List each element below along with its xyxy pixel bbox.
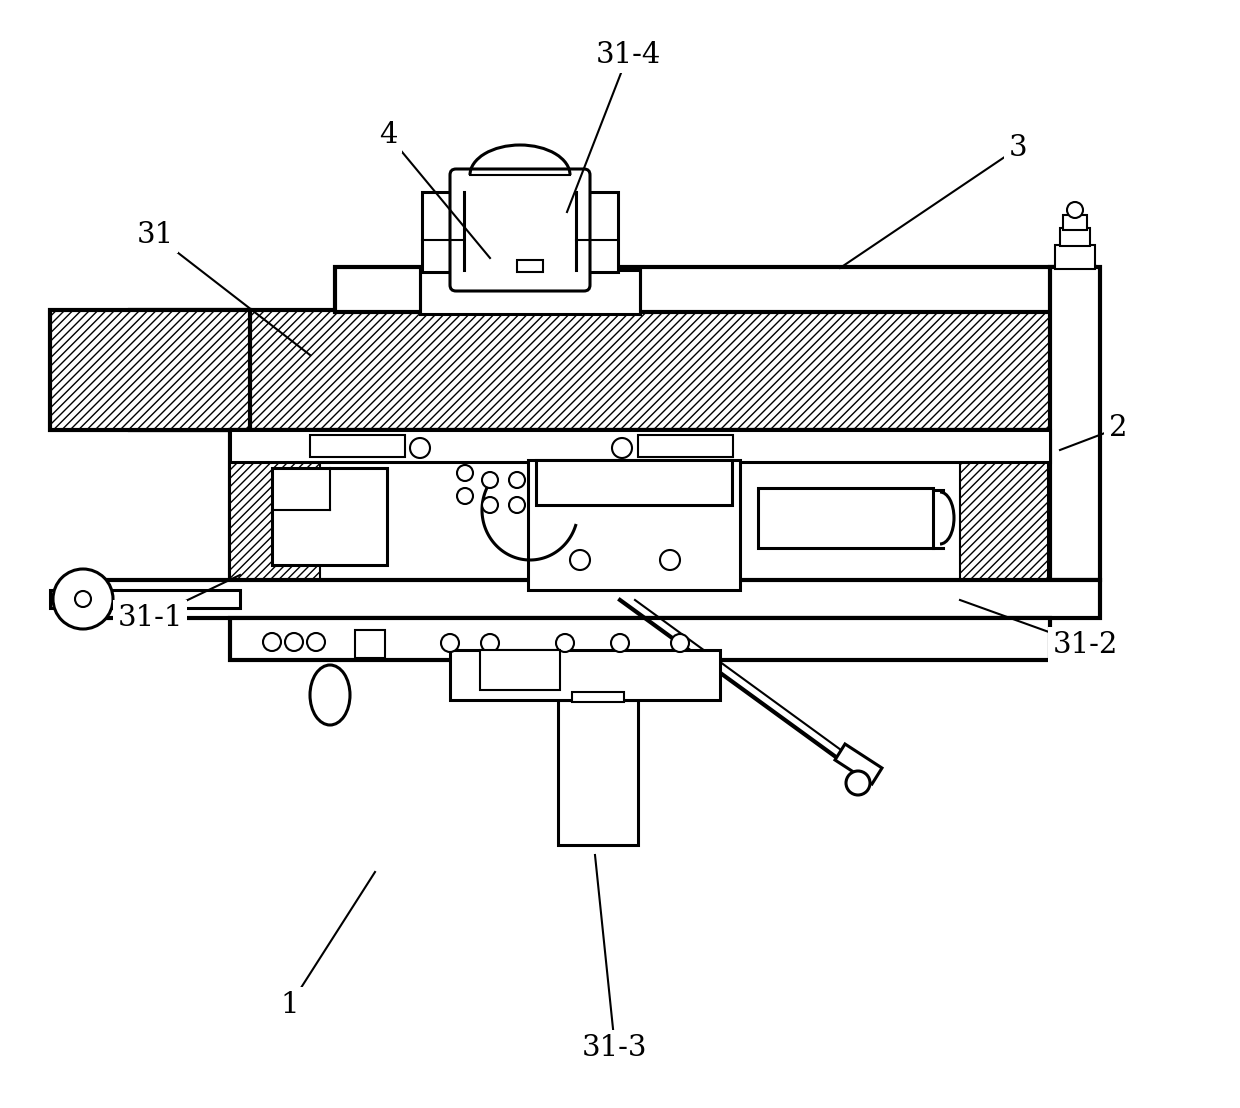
Circle shape [508,497,525,513]
Bar [480,650,560,690]
Bar [81,579,1100,618]
Circle shape [482,472,498,488]
Text: 1: 1 [280,991,299,1019]
Polygon shape [835,743,882,784]
Circle shape [846,771,870,796]
Bar [229,618,1050,660]
Bar [229,432,320,598]
Bar [639,435,733,456]
Bar [536,460,732,505]
Bar [355,630,384,658]
FancyBboxPatch shape [450,170,590,291]
Text: 31-1: 31-1 [118,604,182,632]
Bar [960,432,1048,598]
Text: 31-4: 31-4 [595,41,661,69]
Bar [1055,245,1095,269]
Circle shape [482,497,498,513]
Bar [1060,228,1090,246]
Ellipse shape [310,665,350,725]
Circle shape [74,591,91,607]
Circle shape [1066,202,1083,218]
Text: 3: 3 [1008,134,1027,162]
Bar [558,700,639,845]
Circle shape [481,634,498,652]
Circle shape [53,570,113,629]
Bar [335,267,1095,312]
Text: 31: 31 [136,220,174,249]
Bar [1050,267,1100,579]
Text: 31-3: 31-3 [583,1034,647,1061]
Bar [577,192,618,271]
Bar [422,192,464,271]
Circle shape [613,438,632,458]
Circle shape [570,550,590,570]
Circle shape [441,634,459,652]
Circle shape [556,634,574,652]
Bar [420,270,640,314]
Text: 2: 2 [1109,414,1127,442]
Circle shape [671,634,689,652]
Bar [1063,215,1087,230]
Circle shape [308,633,325,652]
Bar [272,468,387,565]
Bar [229,430,1050,462]
Bar [572,692,624,702]
Circle shape [508,472,525,488]
Bar [310,435,405,456]
Bar [758,488,932,548]
Bar [229,430,1050,601]
Circle shape [660,550,680,570]
Text: 31-2: 31-2 [1053,630,1117,659]
Bar [528,460,740,589]
Bar [130,310,1095,430]
Bar [517,260,543,271]
Text: 4: 4 [378,121,397,148]
Circle shape [458,465,472,481]
Circle shape [410,438,430,458]
Circle shape [611,634,629,652]
Bar [50,589,241,608]
Bar [450,650,720,700]
Circle shape [285,633,303,652]
Circle shape [458,488,472,504]
Bar [50,310,250,430]
Circle shape [263,633,281,652]
